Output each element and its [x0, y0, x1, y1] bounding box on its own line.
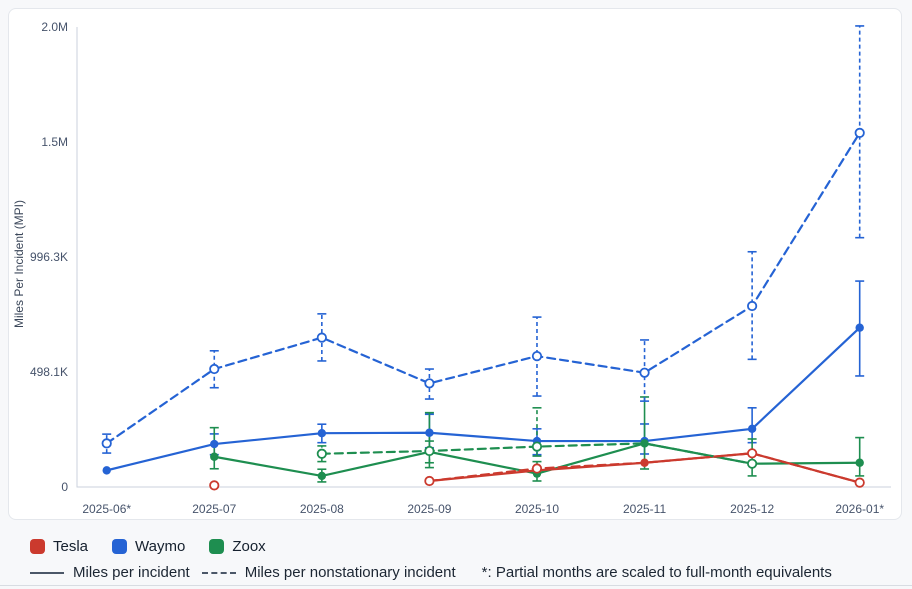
chart-card: Miles Per Incident (MPI) 0 498.1K 996.3K 1.…	[8, 8, 902, 520]
solid-line-legend: Miles per incident	[30, 564, 190, 581]
plot-area: 0 498.1K 996.3K 1.5M 2.0M 2025-06* 2025-07 2025…	[30, 20, 891, 516]
svg-text:0: 0	[61, 480, 68, 494]
svg-text:2025-07: 2025-07	[192, 502, 236, 516]
partial-month-note: *: Partial months are scaled to full-mon…	[481, 564, 832, 581]
legend-item-tesla[interactable]: Tesla	[30, 538, 88, 555]
svg-text:996.3K: 996.3K	[30, 250, 68, 264]
legend-item-waymo[interactable]: Waymo	[112, 538, 185, 555]
chart-svg: Miles Per Incident (MPI) 0 498.1K 996.3K 1.…	[12, 20, 891, 516]
svg-text:2026-01*: 2026-01*	[835, 502, 884, 516]
svg-text:1.5M: 1.5M	[41, 135, 68, 149]
svg-text:498.1K: 498.1K	[30, 365, 68, 379]
svg-text:2025-10: 2025-10	[515, 502, 559, 516]
zoox-legend-label: Zoox	[232, 538, 266, 555]
svg-text:2025-12: 2025-12	[730, 502, 774, 516]
y-axis-title: Miles Per Incident (MPI)	[12, 200, 26, 328]
svg-text:2025-11: 2025-11	[623, 502, 666, 516]
tesla-color-swatch	[30, 539, 45, 554]
svg-text:2.0M: 2.0M	[41, 20, 68, 34]
svg-text:2025-08: 2025-08	[300, 502, 344, 516]
solid-line-label: Miles per incident	[73, 564, 190, 581]
zoox-color-swatch	[209, 539, 225, 554]
bottom-divider	[0, 585, 912, 586]
svg-text:2025-06*: 2025-06*	[82, 502, 131, 516]
dashed-line-label: Miles per nonstationary incident	[244, 564, 456, 581]
solid-line-icon	[30, 571, 64, 574]
company-legend: Tesla Waymo Zoox	[30, 538, 266, 555]
waymo-legend-label: Waymo	[135, 538, 186, 555]
line-style-legend: Miles per incident Miles per nonstationa…	[30, 564, 832, 581]
legend-item-zoox[interactable]: Zoox	[209, 538, 266, 555]
dashed-line-icon	[201, 571, 236, 574]
tesla-legend-label: Tesla	[53, 538, 89, 555]
svg-text:2025-09: 2025-09	[407, 502, 451, 516]
dashed-line-legend: Miles per nonstationary incident	[201, 564, 456, 581]
waymo-color-swatch	[112, 539, 128, 554]
